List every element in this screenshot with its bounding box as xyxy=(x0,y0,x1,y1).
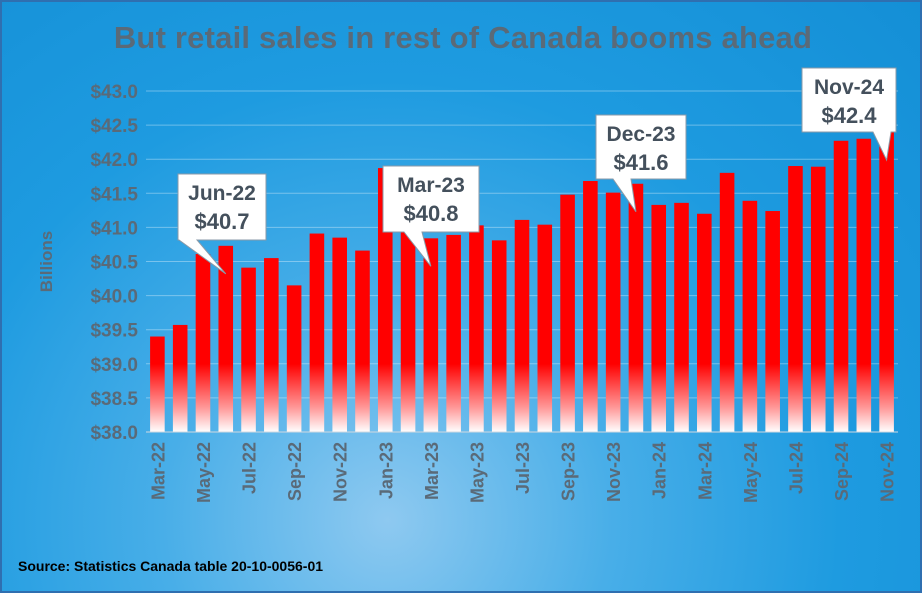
callout-label: Nov-24 xyxy=(814,76,884,99)
bar-Nov-23 xyxy=(605,192,621,432)
x-tick-label: Jul-22 xyxy=(240,442,260,494)
x-tick-label: Mar-22 xyxy=(148,442,168,500)
chart-title: But retail sales in rest of Canada booms… xyxy=(113,20,813,55)
callout-label: Mar-23 xyxy=(397,174,465,197)
y-tick-label: $39.0 xyxy=(90,355,138,376)
bar-Aug-22 xyxy=(264,258,279,432)
bar-Jan-24 xyxy=(651,204,667,432)
callout-box xyxy=(382,165,480,267)
bar-Aug-23 xyxy=(537,224,553,432)
bar-Jul-24 xyxy=(788,166,803,432)
callout-value: $42.4 xyxy=(821,103,877,128)
bar-Nov-22 xyxy=(332,237,347,432)
bar-Jun-22 xyxy=(218,245,234,432)
bar-Sep-24 xyxy=(833,140,849,432)
bar-Sep-22 xyxy=(286,285,302,432)
x-tick-label: Jul-23 xyxy=(513,442,533,494)
callout-Dec-23: Dec-23 $41.6 xyxy=(595,114,687,213)
x-tick-label: Sep-24 xyxy=(832,442,852,501)
x-tick-label: Nov-24 xyxy=(878,442,898,502)
y-tick-label: $38.0 xyxy=(90,423,138,444)
y-tick-label: $43.0 xyxy=(90,82,138,103)
bar-Aug-24 xyxy=(810,166,826,432)
callout-Nov-24: Nov-24 $42.4 xyxy=(801,67,897,162)
callout-Mar-23: Mar-23 $40.8 xyxy=(382,165,480,267)
y-tick-label: $42.5 xyxy=(90,116,138,137)
callout-box xyxy=(801,67,897,162)
source-note: Source: Statistics Canada table 20-10-00… xyxy=(18,558,324,574)
callout-label: Dec-23 xyxy=(607,123,676,146)
callout-box xyxy=(595,114,687,213)
callout-value: $40.7 xyxy=(194,209,249,234)
callout-value: $40.8 xyxy=(403,201,458,226)
bar-Apr-22 xyxy=(172,324,188,432)
bar-May-24 xyxy=(742,200,758,432)
bar-Oct-23 xyxy=(583,181,598,432)
x-tick-label: May-22 xyxy=(194,442,214,503)
callout-box xyxy=(177,173,267,275)
bar-Jul-22 xyxy=(241,267,256,432)
y-tick-label: $39.5 xyxy=(90,321,138,342)
bar-Feb-23 xyxy=(400,227,416,432)
bar-Oct-22 xyxy=(309,233,325,432)
x-tick-label: May-23 xyxy=(467,442,487,503)
bar-Mar-23 xyxy=(423,238,439,432)
x-tick-label: May-24 xyxy=(741,442,761,503)
bar-Oct-24 xyxy=(856,138,872,433)
x-tick-label: Jan-23 xyxy=(376,442,396,499)
y-tick-label: $40.5 xyxy=(90,253,138,274)
y-tick-label: $41.0 xyxy=(90,218,138,239)
bar-Mar-24 xyxy=(697,213,712,432)
x-tick-label: Mar-24 xyxy=(695,442,715,500)
bar-Apr-23 xyxy=(446,234,461,432)
y-tick-label: $42.0 xyxy=(90,150,138,171)
x-tick-label: Nov-23 xyxy=(604,442,624,502)
bar-Sep-23 xyxy=(560,194,575,432)
y-tick-label: $41.5 xyxy=(90,184,138,205)
bar-Dec-23 xyxy=(628,183,644,432)
bar-Jun-23 xyxy=(491,240,507,432)
bar-Mar-22 xyxy=(150,336,165,432)
bar-Feb-24 xyxy=(674,202,689,432)
callout-Jun-22: Jun-22 $40.7 xyxy=(177,173,267,275)
x-tick-label: Jan-24 xyxy=(650,442,670,499)
callout-value: $41.6 xyxy=(613,150,668,175)
x-tick-label: Sep-22 xyxy=(285,442,305,501)
y-tick-label: $40.0 xyxy=(90,287,138,308)
x-tick-label: Sep-23 xyxy=(559,442,579,501)
bar-Jun-24 xyxy=(765,211,780,432)
bar-May-23 xyxy=(469,225,484,432)
bar-Apr-24 xyxy=(719,172,735,432)
bar-Jan-23 xyxy=(377,168,393,433)
bar-May-22 xyxy=(195,253,211,432)
y-tick-label: $38.5 xyxy=(90,389,138,410)
callout-label: Jun-22 xyxy=(188,182,256,205)
x-tick-label: Jul-24 xyxy=(786,442,806,494)
bar-Dec-22 xyxy=(355,250,370,432)
x-tick-label: Nov-22 xyxy=(331,442,351,502)
x-tick-label: Mar-23 xyxy=(422,442,442,500)
bar-Nov-24 xyxy=(879,131,894,433)
y-axis-label: Billions xyxy=(37,231,56,292)
bar-Jul-23 xyxy=(514,219,530,432)
